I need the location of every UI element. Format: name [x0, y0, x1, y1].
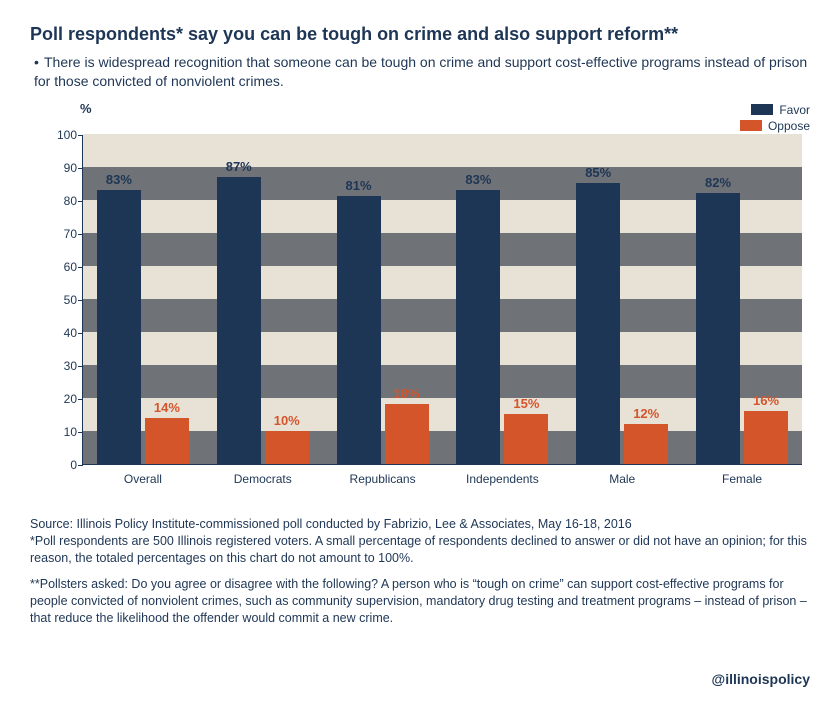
- footnote-star1: *Poll respondents are 500 Illinois regis…: [30, 534, 807, 565]
- bar: 18%: [385, 404, 429, 463]
- y-tick-label: 20: [49, 392, 77, 406]
- bar: 10%: [265, 431, 309, 464]
- y-tick-label: 40: [49, 326, 77, 340]
- bar-value-label: 18%: [394, 386, 420, 401]
- bar: 81%: [337, 196, 381, 463]
- bar: 14%: [145, 418, 189, 464]
- plot-region: 83%14%Overall87%10%Democrats81%18%Republ…: [82, 135, 802, 465]
- legend: Favor Oppose: [740, 103, 810, 135]
- bar-value-label: 14%: [154, 400, 180, 415]
- bar-value-label: 85%: [585, 165, 611, 180]
- bar-value-label: 10%: [274, 413, 300, 428]
- legend-swatch-oppose: [740, 120, 762, 131]
- bar-value-label: 16%: [753, 393, 779, 408]
- category-label: Republicans: [350, 472, 416, 486]
- y-tick-label: 80: [49, 194, 77, 208]
- y-tick-label: 70: [49, 227, 77, 241]
- bar-value-label: 83%: [106, 172, 132, 187]
- bar: 16%: [744, 411, 788, 464]
- y-tick-label: 100: [49, 128, 77, 142]
- chart-title: Poll respondents* say you can be tough o…: [30, 24, 810, 45]
- category-label: Independents: [466, 472, 539, 486]
- footnote-source: Source: Illinois Policy Institute-commis…: [30, 517, 632, 531]
- bar: 82%: [696, 193, 740, 464]
- y-tick-label: 50: [49, 293, 77, 307]
- bar-value-label: 82%: [705, 175, 731, 190]
- legend-label-favor: Favor: [779, 103, 810, 117]
- bar-group: 83%14%Overall: [83, 135, 203, 464]
- y-tick-label: 30: [49, 359, 77, 373]
- y-tick-label: 60: [49, 260, 77, 274]
- legend-item-oppose: Oppose: [740, 119, 810, 133]
- category-label: Overall: [124, 472, 162, 486]
- bar: 15%: [504, 414, 548, 464]
- bar-value-label: 87%: [226, 159, 252, 174]
- bar: 83%: [456, 190, 500, 464]
- chart-subtitle: •There is widespread recognition that so…: [30, 53, 810, 91]
- bar: 87%: [217, 177, 261, 464]
- bar-group: 82%16%Female: [682, 135, 802, 464]
- bar-value-label: 83%: [465, 172, 491, 187]
- bar-group: 81%18%Republicans: [323, 135, 443, 464]
- y-tick-label: 90: [49, 161, 77, 175]
- bar-value-label: 12%: [633, 406, 659, 421]
- bar: 85%: [576, 183, 620, 464]
- social-handle: @illinoispolicy: [712, 671, 810, 687]
- category-label: Democrats: [234, 472, 292, 486]
- bar: 12%: [624, 424, 668, 464]
- legend-label-oppose: Oppose: [768, 119, 810, 133]
- category-label: Male: [609, 472, 635, 486]
- footnote-star2: **Pollsters asked: Do you agree or disag…: [30, 576, 810, 627]
- footnotes: Source: Illinois Policy Institute-commis…: [30, 516, 810, 627]
- bar: 83%: [97, 190, 141, 464]
- bars-container: 83%14%Overall87%10%Democrats81%18%Republ…: [83, 135, 802, 464]
- bar-group: 85%12%Male: [562, 135, 682, 464]
- bar-value-label: 81%: [346, 178, 372, 193]
- bar-group: 87%10%Democrats: [203, 135, 323, 464]
- legend-swatch-favor: [751, 104, 773, 115]
- legend-item-favor: Favor: [740, 103, 810, 117]
- subtitle-text: There is widespread recognition that som…: [34, 54, 807, 89]
- y-axis-label: %: [80, 101, 92, 116]
- y-tick-label: 0: [49, 458, 77, 472]
- y-tick-label: 10: [49, 425, 77, 439]
- category-label: Female: [722, 472, 762, 486]
- bar-group: 83%15%Independents: [442, 135, 562, 464]
- bar-value-label: 15%: [513, 396, 539, 411]
- chart-area: % Favor Oppose 83%14%Overall87%10%Democr…: [30, 101, 810, 496]
